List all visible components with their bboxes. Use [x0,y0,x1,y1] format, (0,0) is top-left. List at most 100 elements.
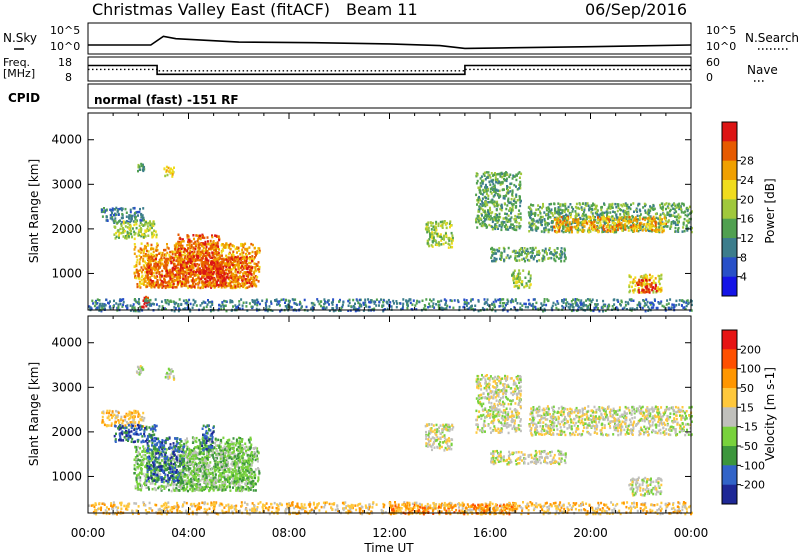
data-cell [176,255,179,258]
data-cell [253,271,256,274]
data-cell [194,240,197,244]
data-cell [512,272,515,276]
data-cell [634,227,636,230]
data-cell [214,258,217,261]
data-cell [178,257,181,261]
data-cell [130,217,133,220]
data-cell [530,227,533,230]
data-cell [643,291,646,294]
data-cell [210,263,213,266]
data-cell [122,298,125,301]
data-cell [528,230,531,233]
data-cell [173,279,176,283]
data-cell [644,211,647,214]
data-cell [101,306,104,310]
data-cell [665,222,667,226]
data-cell [485,223,488,227]
data-cell [196,257,198,260]
data-cell [138,224,141,228]
data-cell [224,278,227,281]
data-cell [212,258,215,262]
data-cell [169,171,172,174]
data-cell [141,282,143,285]
data-cell [530,211,533,214]
data-cell [608,220,611,223]
data-cell [239,261,242,264]
data-cell [175,266,178,270]
data-cell [204,278,207,281]
data-cell [256,301,259,305]
data-cell [182,250,185,253]
data-cell [180,247,183,251]
data-cell [138,168,141,171]
data-cell [406,306,409,310]
data-cell [663,216,666,219]
data-cell [200,258,203,261]
data-cell [120,298,123,302]
data-cell [239,266,242,270]
data-cell [242,255,245,259]
data-cell [156,263,159,266]
data-cell [435,220,438,224]
data-cell [284,301,286,304]
data-cell [298,303,301,306]
data-cell [516,302,519,305]
data-cell [511,189,514,192]
data-cell [684,210,687,213]
data-cell [508,186,511,189]
data-cell [276,303,278,306]
data-cell [119,302,122,306]
data-cell [436,232,439,236]
data-cell [649,206,652,210]
data-cell [494,204,497,207]
data-cell [113,225,116,228]
data-cell [521,283,524,287]
data-cell [238,271,241,275]
data-cell [661,221,664,224]
data-cell [177,309,180,313]
data-cell [193,237,195,241]
data-cell [409,301,412,305]
data-cell [204,272,207,275]
data-cell [559,254,562,257]
data-cell [140,162,143,166]
data-cell [147,250,150,253]
data-cell [182,247,185,250]
data-cell [169,258,171,261]
data-cell [528,279,531,283]
data-cell [227,264,229,267]
data-cell [557,217,560,220]
data-cell [568,307,571,311]
data-cell [236,271,239,274]
data-cell [142,268,145,272]
data-cell [477,186,480,189]
data-cell [476,203,478,206]
data-cell [223,278,225,281]
data-cell [143,249,145,253]
data-cell [382,304,385,307]
data-cell [150,266,153,269]
data-cell [539,221,542,224]
data-cell [218,307,220,311]
data-cell [451,239,454,242]
data-cell [101,304,104,308]
data-cell [235,306,238,310]
data-cell [255,285,258,288]
data-cell [490,199,493,202]
data-cell [595,299,598,302]
data-cell [689,309,692,312]
data-cell [619,217,622,220]
data-cell [490,192,493,195]
data-cell [640,283,643,286]
data-cell [519,272,522,275]
data-cell [484,200,487,204]
data-cell [96,302,99,305]
data-cell [199,237,202,241]
data-cell [684,213,687,217]
data-cell [508,256,511,260]
data-cell [633,289,636,292]
data-cell [538,249,540,253]
data-cell [154,262,157,265]
data-cell [137,169,139,173]
data-cell [541,259,544,263]
